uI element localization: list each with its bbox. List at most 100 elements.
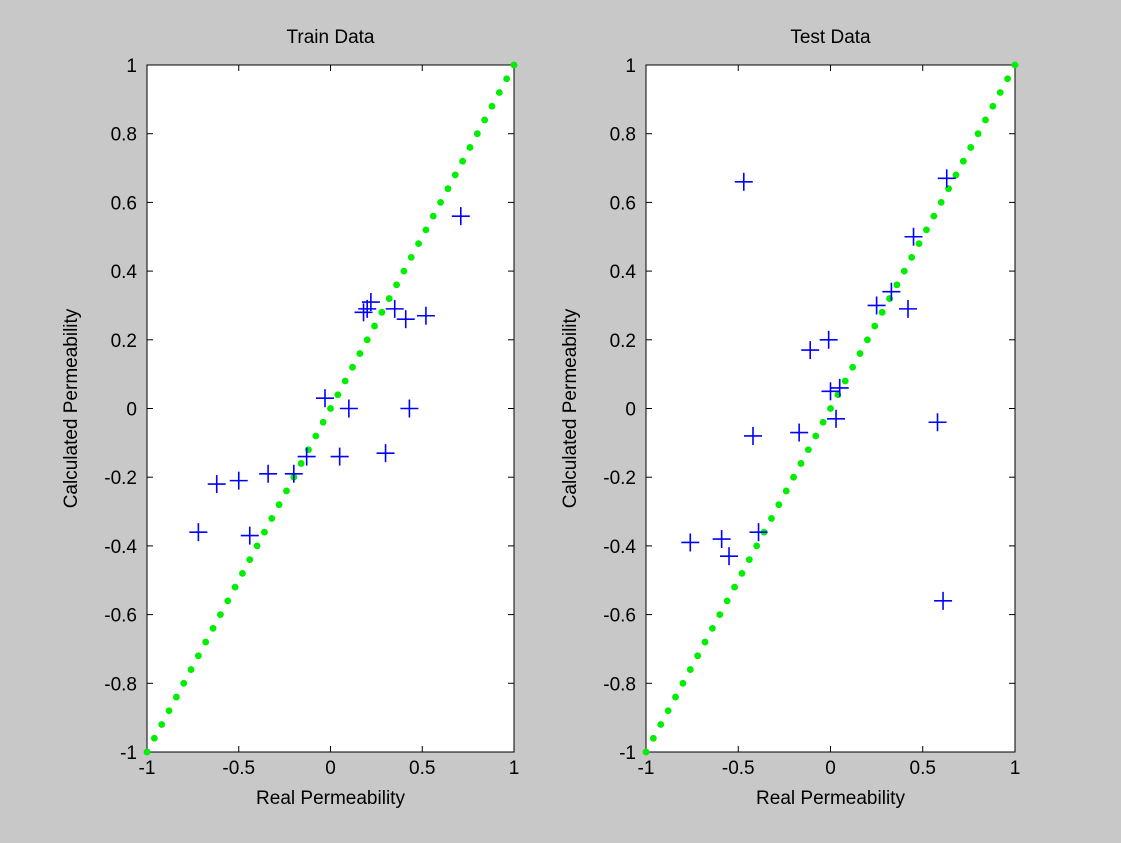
reference-line-dot — [356, 350, 364, 357]
data-point-marker — [207, 475, 226, 494]
y-tick-label: -1 — [619, 743, 636, 764]
y-tick-label: 1 — [126, 56, 137, 77]
reference-line-dot — [775, 501, 783, 509]
y-tick-label: 0.8 — [111, 125, 137, 146]
reference-line-dot — [378, 308, 386, 316]
reference-line-dot — [231, 583, 239, 591]
y-tick-label: -0.4 — [603, 537, 636, 558]
y-tick-label: 0.6 — [111, 193, 137, 214]
reference-line-dot — [180, 679, 188, 687]
data-point-marker — [712, 530, 731, 549]
data-point-marker — [827, 409, 846, 428]
reference-line-dot — [143, 748, 151, 756]
y-axis-label: Calculated Permeability — [61, 308, 82, 508]
reference-line-dot — [856, 350, 864, 357]
reference-line-dot — [488, 102, 496, 110]
data-point-marker — [734, 172, 753, 191]
reference-line-dot — [723, 597, 731, 605]
data-point-marker — [229, 471, 248, 490]
reference-line-dot — [400, 267, 408, 275]
x-tick-label: 0 — [325, 758, 336, 779]
y-tick-label: -0.2 — [603, 468, 636, 489]
data-point-marker — [937, 169, 956, 188]
data-point-marker — [240, 526, 259, 545]
reference-line-dot — [893, 281, 901, 289]
y-tick-label: 0.2 — [610, 331, 636, 352]
reference-line-dot — [827, 405, 834, 412]
reference-line-dot — [900, 267, 908, 275]
reference-line-dot — [657, 721, 665, 728]
data-point-marker — [744, 426, 763, 445]
data-point-marker — [396, 310, 415, 329]
reference-line-dot — [473, 130, 481, 138]
reference-line-dot — [782, 487, 790, 495]
reference-line-dot — [989, 102, 997, 110]
data-point-marker — [297, 447, 316, 466]
reference-line-dot — [797, 460, 805, 467]
reference-line-dot — [349, 363, 356, 371]
reference-line-dot — [422, 226, 430, 234]
y-tick-label: -1 — [120, 743, 137, 764]
reference-line-dot — [150, 734, 158, 742]
reference-line-dot — [444, 185, 452, 193]
reference-line-dot — [341, 377, 349, 385]
reference-line-dot — [959, 157, 967, 165]
data-point-marker — [790, 423, 809, 442]
reference-line-dot — [510, 61, 518, 69]
reference-line-dot — [709, 624, 716, 632]
data-point-marker — [361, 293, 380, 312]
reference-line-dot — [481, 116, 489, 124]
reference-line-dot — [915, 240, 923, 248]
x-tick-label: -0.5 — [722, 758, 755, 779]
reference-line-dot — [268, 515, 276, 522]
reference-line-dot — [849, 363, 857, 371]
y-tick-label: -0.4 — [104, 537, 137, 558]
y-tick-label: -0.8 — [104, 674, 137, 695]
reference-line-dot — [701, 638, 709, 646]
reference-line-dot — [923, 226, 930, 234]
reference-line-dot — [495, 89, 503, 96]
data-point-marker — [339, 399, 358, 418]
reference-line-dot — [503, 75, 511, 83]
reference-line-dot — [642, 748, 650, 756]
reference-line-dot — [165, 707, 173, 715]
x-axis-label: Real Permeability — [256, 788, 405, 809]
reference-line-dot — [275, 501, 283, 509]
reference-line-dot — [407, 253, 415, 261]
data-point-marker — [451, 207, 470, 226]
x-tick-label: -1 — [139, 758, 156, 779]
reference-line-dot — [686, 666, 694, 673]
reference-line-dot — [672, 693, 679, 701]
reference-line-dot — [694, 652, 702, 660]
reference-line-dot — [253, 542, 261, 550]
reference-line-dot — [982, 116, 989, 124]
y-tick-label: -0.6 — [104, 606, 137, 627]
reference-line-dot — [194, 652, 202, 660]
reference-line-dot — [1004, 75, 1012, 83]
reference-line-dot — [437, 199, 444, 206]
data-point-marker — [376, 444, 395, 463]
data-point-marker — [330, 447, 349, 466]
reference-line-dot — [908, 253, 916, 261]
data-point-marker — [801, 341, 820, 360]
x-tick-label: 0.5 — [910, 758, 936, 779]
data-point-marker — [358, 299, 377, 318]
reference-line-dot — [363, 336, 371, 344]
data-point-marker — [821, 382, 840, 401]
y-tick-label: 1 — [625, 56, 636, 77]
reference-line-dot — [731, 583, 738, 591]
test-data-plot: -1 -0.5 0 0.5 1 -1 -0.8 -0.6 -0.4 -0.2 0 0.2 0.4 0.6 0… — [560, 27, 1020, 809]
reference-line-dot — [753, 542, 761, 550]
reference-line-dot — [224, 597, 232, 605]
reference-line-dot — [187, 666, 195, 673]
reference-line-dot — [283, 487, 290, 495]
x-tick-label: 0.5 — [409, 758, 435, 779]
reference-line-dot — [172, 693, 180, 701]
reference-line-dot — [297, 460, 305, 467]
y-tick-label: 0.2 — [111, 331, 137, 352]
y-axis-label: Calculated Permeability — [560, 308, 581, 508]
reference-line-dot — [415, 240, 422, 248]
reference-line-dot — [371, 322, 378, 330]
reference-line-dot — [202, 638, 210, 646]
y-tick-label: -0.6 — [603, 606, 636, 627]
